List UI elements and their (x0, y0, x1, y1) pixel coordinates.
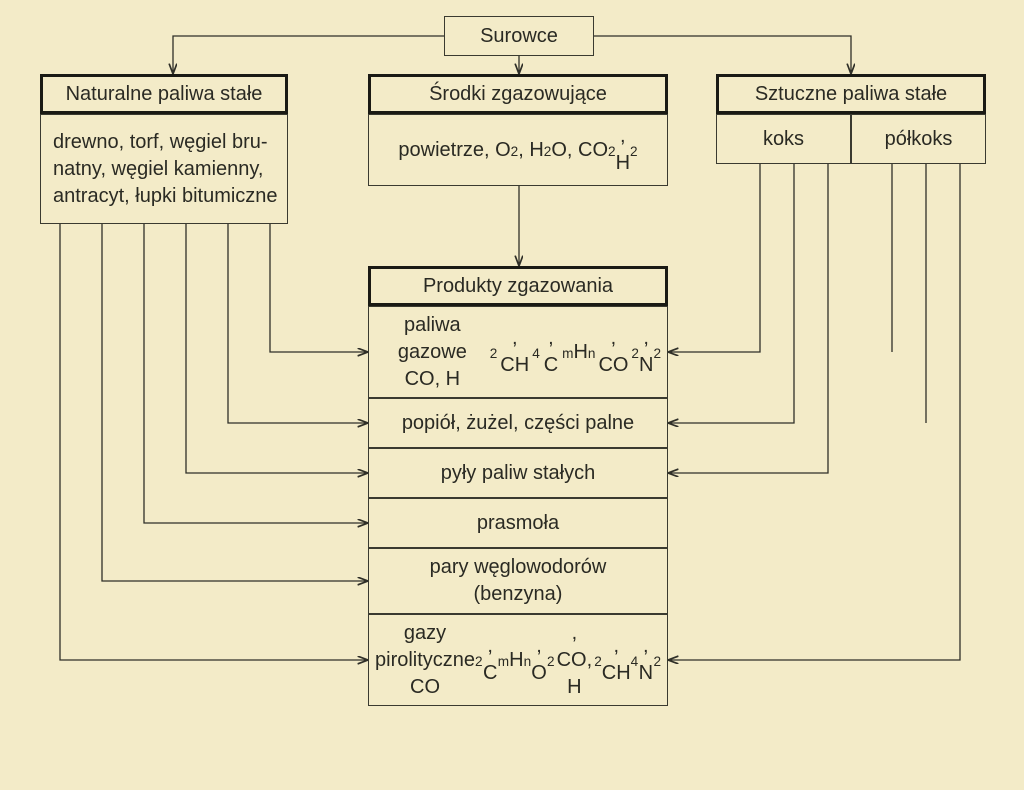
edge (144, 224, 368, 523)
node-nat_body: drewno, torf, węgiel bru-natny, węgiel k… (40, 114, 288, 224)
node-mid_body: powietrze, O2, H2O, CO2,H2 (368, 114, 668, 186)
node-p2: popiół, żużel, części palne (368, 398, 668, 448)
edge (102, 224, 368, 581)
node-art_polkoks: półkoks (851, 114, 986, 164)
node-p3: pyły paliw stałych (368, 448, 668, 498)
node-p6: gazy pirolityczneCO2, CmHn, O2, CO, H2,C… (368, 614, 668, 706)
edge (668, 164, 760, 352)
edge (228, 224, 368, 423)
edge (594, 36, 851, 74)
edge (668, 164, 794, 423)
node-root: Surowce (444, 16, 594, 56)
edge (173, 36, 444, 74)
node-p5: pary węglowodorów(benzyna) (368, 548, 668, 614)
node-nat_head: Naturalne paliwa stałe (40, 74, 288, 114)
node-art_head: Sztuczne paliwa stałe (716, 74, 986, 114)
node-art_koks: koks (716, 114, 851, 164)
edge (668, 164, 828, 473)
node-p1: paliwa gazoweCO, H2, CH4, CmHn, CO2,N2 (368, 306, 668, 398)
edge (270, 224, 368, 352)
node-mid_head: Środki zgazowujące (368, 74, 668, 114)
edge (668, 164, 960, 660)
edge (60, 224, 368, 660)
node-prod_head: Produkty zgazowania (368, 266, 668, 306)
edge (186, 224, 368, 473)
node-p4: prasmoła (368, 498, 668, 548)
